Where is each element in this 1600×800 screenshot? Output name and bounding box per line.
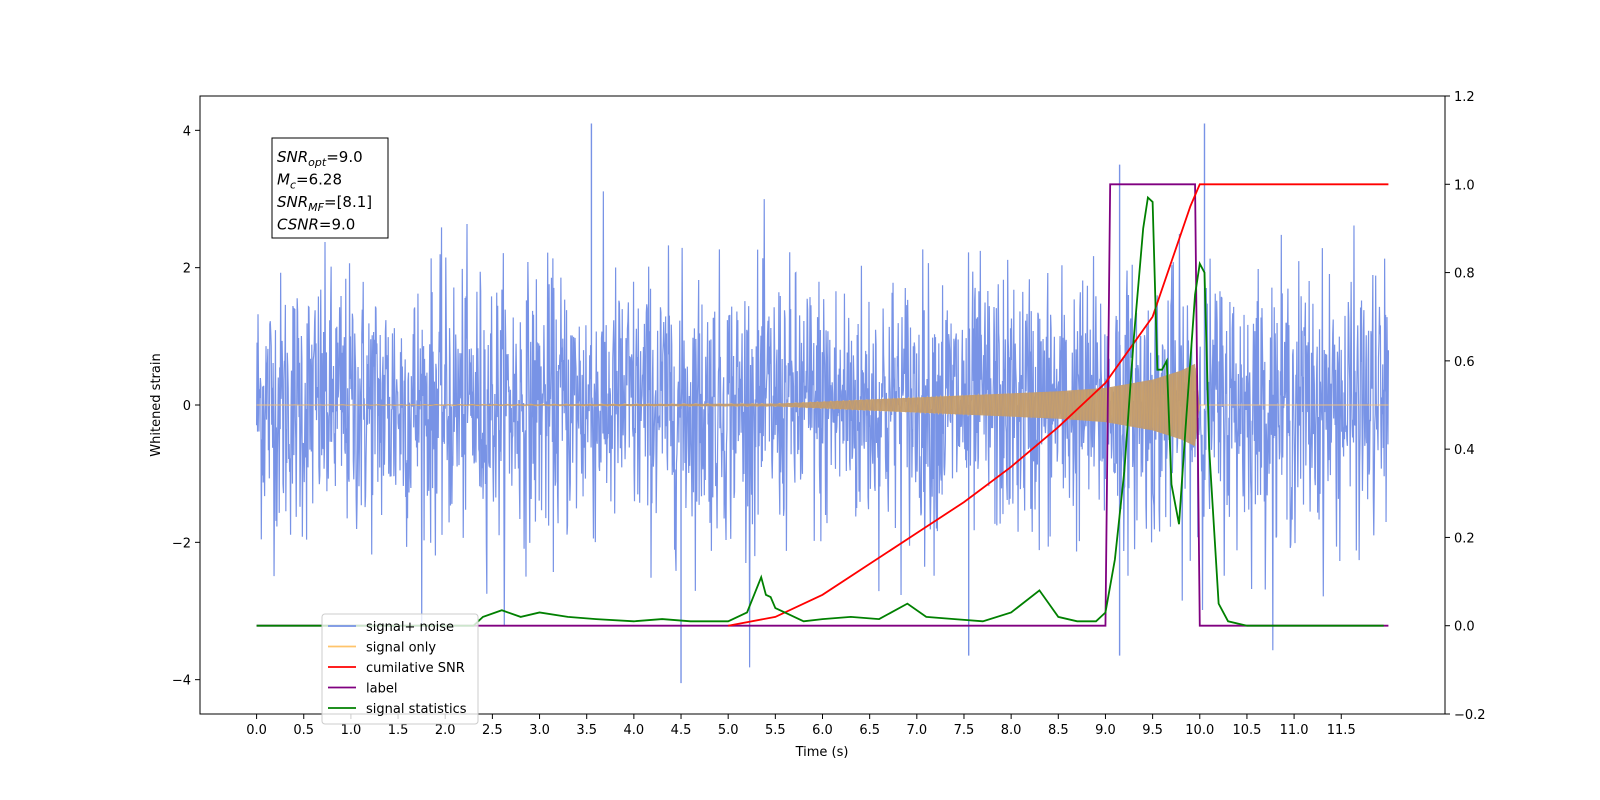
y-left-tick-label: 2 [183,262,191,277]
x-tick-label: 6.5 [859,723,880,738]
legend-entry-label: signal only [366,641,436,656]
x-tick-label: 0.5 [293,723,314,738]
series-signal-noise-line [255,191,1390,668]
x-tick-label: 5.0 [718,723,739,738]
y-right-tick-label: 1.2 [1454,90,1475,105]
x-tick-label: 8.0 [1001,723,1022,738]
y-right-tick-label: 0.8 [1454,267,1475,282]
x-tick-label: 11.0 [1280,723,1309,738]
legend-frame [321,613,479,725]
annotation-line: SNRMF=[8.1] [277,193,372,214]
x-tick-label: 4.5 [671,723,692,738]
legend: signal+ noise signal only cumilative SNR la… [321,613,479,725]
x-tick-label: 11.5 [1327,723,1356,738]
series-cumulative-snr-line [728,183,1389,627]
y-axis-label-left: Whitened strain [149,353,164,456]
x-tick-label: 3.0 [529,723,550,738]
series-label-line [256,183,1389,627]
legend-entry-label: cumilative SNR [366,661,465,676]
x-tick-label: 9.0 [1095,723,1116,738]
legend-entry-label: label [366,682,397,697]
y-left-tick-label: −4 [172,674,191,689]
annotation-line: SNRopt=9.0 [277,148,363,169]
x-tick-label: 8.5 [1048,723,1069,738]
y-right-tick-label: 0.6 [1454,355,1475,370]
annotation-line: Mc=6.28 [277,171,342,192]
y-left-tick-label: 0 [183,399,191,414]
x-axis-label: Time (s) [795,745,849,760]
annotation-line: CSNR=9.0 [277,216,355,234]
x-tick-label: 1.0 [341,723,362,738]
series-signal-statistics-line [256,195,1384,627]
x-tick-label: 4.0 [624,723,645,738]
annotation-frame [271,137,389,239]
x-tick-label: 6.0 [812,723,833,738]
y-left-tick-label: −2 [172,536,191,551]
x-tick-label: 9.5 [1142,723,1163,738]
x-tick-label: 7.0 [906,723,927,738]
x-tick-label: 0.0 [246,723,267,738]
y-right-tick-label: 0.0 [1454,620,1475,635]
series-signal-only-envelope [256,363,1389,447]
x-tick-label: 2.0 [435,723,456,738]
x-tick-label: 7.5 [954,723,975,738]
y-right-tick-label: 0.4 [1454,443,1475,458]
x-tick-label: 1.5 [388,723,409,738]
x-tick-label: 3.5 [576,723,597,738]
x-tick-label: 2.5 [482,723,503,738]
legend-entry-label: signal+ noise [366,620,454,635]
legend-entry-label: signal statistics [366,702,467,717]
y-right-tick-label: 0.2 [1454,531,1475,546]
x-tick-label: 10.5 [1232,723,1261,738]
y-right-tick-label: 1.0 [1454,178,1475,193]
y-right-tick-label: −0.2 [1454,708,1486,723]
y-left-tick-label: 4 [183,124,191,139]
x-tick-label: 5.5 [765,723,786,738]
x-tick-label: 10.0 [1185,723,1214,738]
